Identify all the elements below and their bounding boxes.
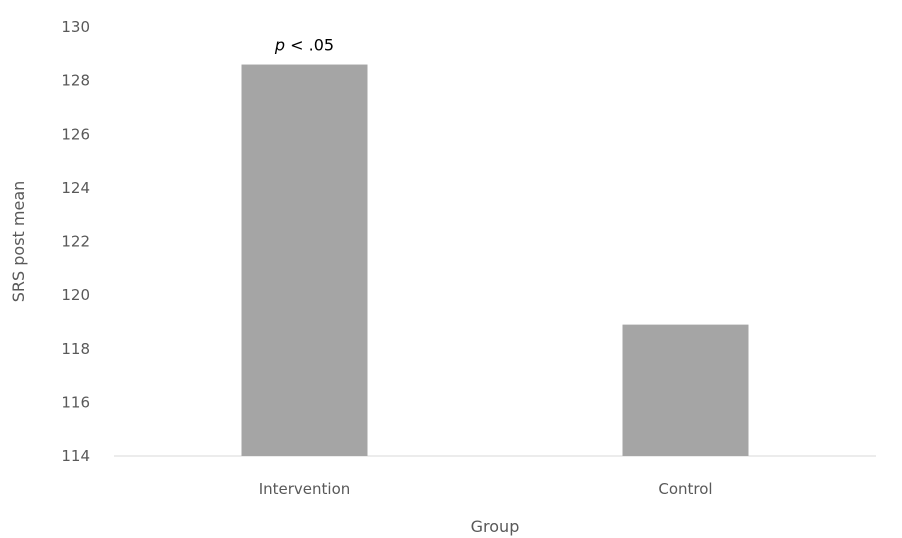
bars (241, 64, 749, 456)
y-tick-label: 128 (61, 72, 90, 90)
y-tick-label: 116 (61, 393, 90, 411)
x-tick-label: Control (658, 480, 712, 498)
x-axis-title: Group (471, 517, 520, 536)
x-axis-ticks: Intervention Control (259, 480, 713, 498)
y-tick-label: 114 (61, 447, 90, 465)
y-tick-label: 122 (61, 233, 90, 251)
y-axis-title: SRS post mean (9, 181, 28, 303)
y-tick-label: 126 (61, 125, 90, 143)
annotations: p < .05 (274, 36, 334, 55)
y-tick-label: 124 (61, 179, 90, 197)
y-tick-label: 130 (61, 18, 90, 36)
bar-control (622, 324, 749, 456)
y-tick-label: 118 (61, 340, 90, 358)
x-tick-label: Intervention (259, 480, 351, 498)
significance-annotation: p < .05 (274, 36, 334, 55)
y-axis-ticks: 114 116 118 120 122 124 126 128 130 (61, 18, 90, 465)
y-tick-label: 120 (61, 286, 90, 304)
bar-intervention (241, 64, 368, 456)
